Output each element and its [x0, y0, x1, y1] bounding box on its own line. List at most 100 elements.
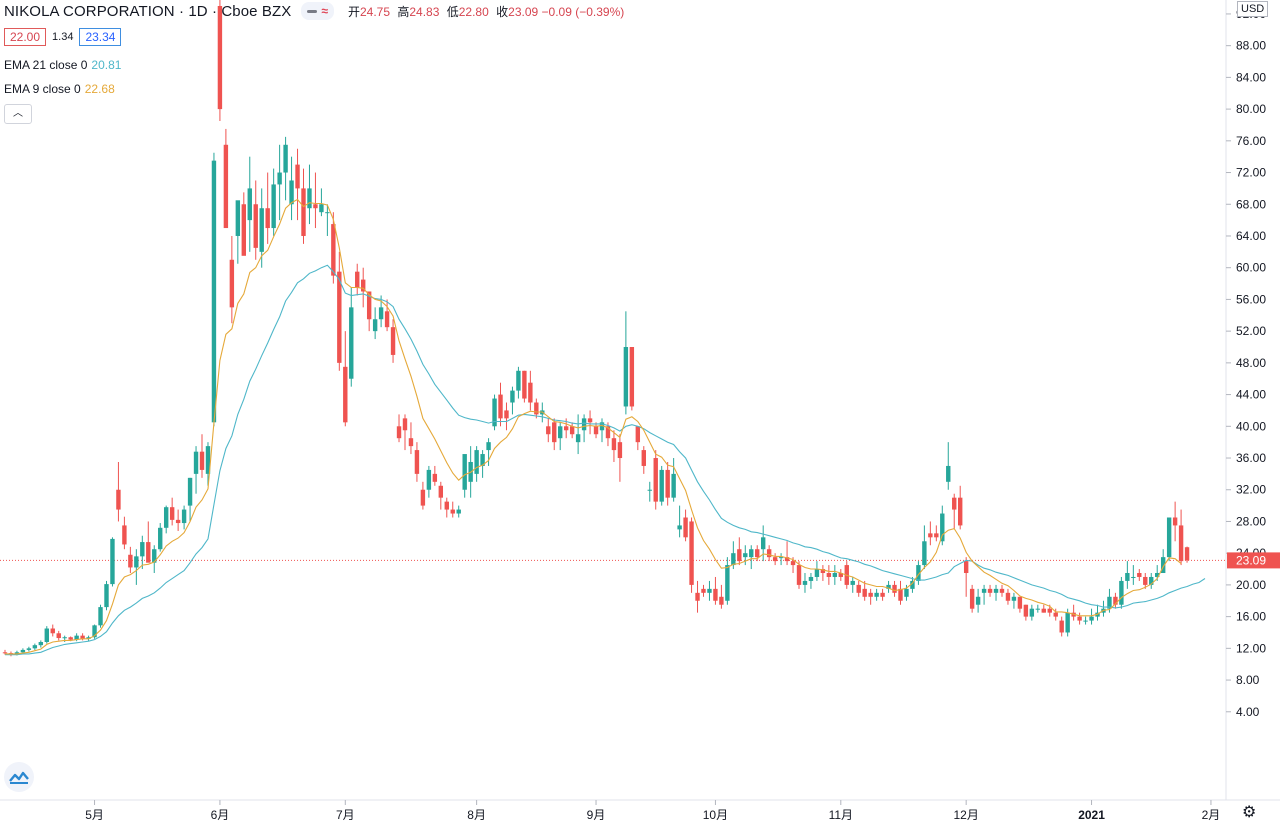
- ema21-label: EMA 21 close 0: [4, 58, 88, 72]
- candle-body: [456, 509, 461, 514]
- candle-body: [20, 649, 26, 653]
- candle-body: [1119, 580, 1124, 605]
- candle-body: [116, 489, 121, 510]
- y-tick-label: 60.00: [1236, 261, 1266, 275]
- gear-icon[interactable]: ⚙: [1242, 804, 1257, 821]
- high-label: 高: [397, 4, 410, 19]
- symbol-title[interactable]: NIKOLA CORPORATION · 1D · Cboe BZX: [4, 2, 292, 20]
- candle-body: [110, 538, 115, 585]
- candle-body: [86, 637, 91, 639]
- y-tick-label: 32.00: [1236, 483, 1266, 497]
- candle-body: [790, 561, 796, 566]
- candle-body: [175, 519, 181, 524]
- candle-body: [259, 208, 264, 252]
- candle-body: [199, 451, 205, 470]
- candle-body: [223, 144, 229, 229]
- candle-body: [420, 489, 426, 506]
- candle-body: [796, 565, 802, 585]
- candle-body: [760, 537, 766, 550]
- candle-body: [492, 398, 497, 427]
- candle-body: [683, 517, 688, 538]
- candle-body: [38, 641, 44, 646]
- time-axis[interactable]: 5月 6月 7月 8月 9月 10月 11月 12月 2021 2月: [85, 800, 1220, 822]
- candle-body: [426, 469, 432, 490]
- candle-body: [193, 451, 199, 474]
- candle-body: [999, 588, 1005, 593]
- wave-icon: ≈: [321, 4, 328, 18]
- candle-body: [68, 637, 73, 640]
- ema9-legend[interactable]: EMA 9 close 0 22.68: [4, 82, 115, 96]
- last-price-text: 23.09: [1236, 553, 1266, 567]
- candle-body: [886, 584, 891, 589]
- candle-body: [629, 347, 635, 407]
- ema21-legend[interactable]: EMA 21 close 0 20.81: [4, 58, 121, 72]
- candle-body: [372, 319, 378, 332]
- candle-body: [98, 607, 103, 626]
- candle-body: [1113, 596, 1118, 605]
- candle-body: [80, 635, 85, 639]
- ema9-label: EMA 9 close 0: [4, 82, 81, 96]
- y-tick-label: 80.00: [1236, 102, 1266, 116]
- last-price-label: 23.09: [1227, 552, 1280, 569]
- candle-body: [850, 580, 855, 585]
- candle-body: [623, 347, 629, 407]
- candle-body: [528, 382, 533, 403]
- candle-body: [832, 573, 838, 577]
- candle-body: [934, 533, 939, 538]
- candle-body: [987, 588, 993, 593]
- candle-body: [1077, 616, 1082, 621]
- candle-body: [1107, 596, 1112, 609]
- y-tick-label: 88.00: [1236, 39, 1266, 53]
- candle-body: [940, 513, 945, 542]
- candle-body: [390, 327, 396, 355]
- candle-body: [56, 633, 61, 639]
- candle-body: [522, 370, 527, 399]
- candle-body: [462, 454, 467, 490]
- y-tick-label: 40.00: [1236, 419, 1266, 433]
- candle-body: [719, 596, 724, 605]
- x-tick-label: 12月: [953, 808, 978, 822]
- y-tick-label: 28.00: [1236, 514, 1266, 528]
- candle-body: [331, 224, 336, 276]
- candle-body: [689, 521, 694, 585]
- close-value: 23.09: [508, 4, 539, 19]
- compare-pill[interactable]: ≈: [301, 2, 334, 20]
- candle-body: [552, 422, 557, 443]
- candle-body: [253, 204, 258, 248]
- ask-button[interactable]: 23.34: [79, 28, 122, 46]
- candle-body: [701, 588, 706, 593]
- candle-body: [593, 426, 599, 435]
- candle-body: [205, 446, 211, 474]
- candle-body: [749, 549, 754, 558]
- candle-body: [474, 450, 479, 474]
- candle-body: [349, 307, 354, 379]
- candle-body: [432, 473, 438, 482]
- candle-body: [438, 485, 444, 498]
- open-value: 24.75: [359, 4, 390, 19]
- candle-body: [743, 553, 748, 558]
- candle-body: [14, 652, 20, 654]
- candle-body: [558, 426, 563, 439]
- candle-body: [534, 402, 539, 415]
- candle-body: [140, 542, 145, 557]
- price-axis[interactable]: 4.008.0012.0016.0020.0024.0028.0032.0036…: [1226, 0, 1273, 719]
- y-tick-label: 52.00: [1236, 324, 1266, 338]
- candle-body: [366, 291, 372, 320]
- collapse-legend-button[interactable]: ︿: [4, 104, 32, 124]
- candle-body: [26, 648, 32, 650]
- candle-body: [247, 188, 252, 221]
- candle-body: [647, 489, 652, 491]
- candle-body: [516, 370, 521, 391]
- currency-label[interactable]: USD: [1237, 1, 1269, 17]
- candle-body: [486, 442, 491, 451]
- candle-body: [1166, 517, 1172, 558]
- candle-body: [402, 418, 408, 431]
- high-value: 24.83: [409, 4, 440, 19]
- bid-button[interactable]: 22.00: [4, 28, 47, 46]
- candle-body: [510, 390, 515, 403]
- candle-body: [1035, 608, 1041, 610]
- candle-body: [880, 592, 885, 597]
- tradingview-logo-icon[interactable]: [4, 762, 34, 792]
- candle-body: [169, 507, 175, 520]
